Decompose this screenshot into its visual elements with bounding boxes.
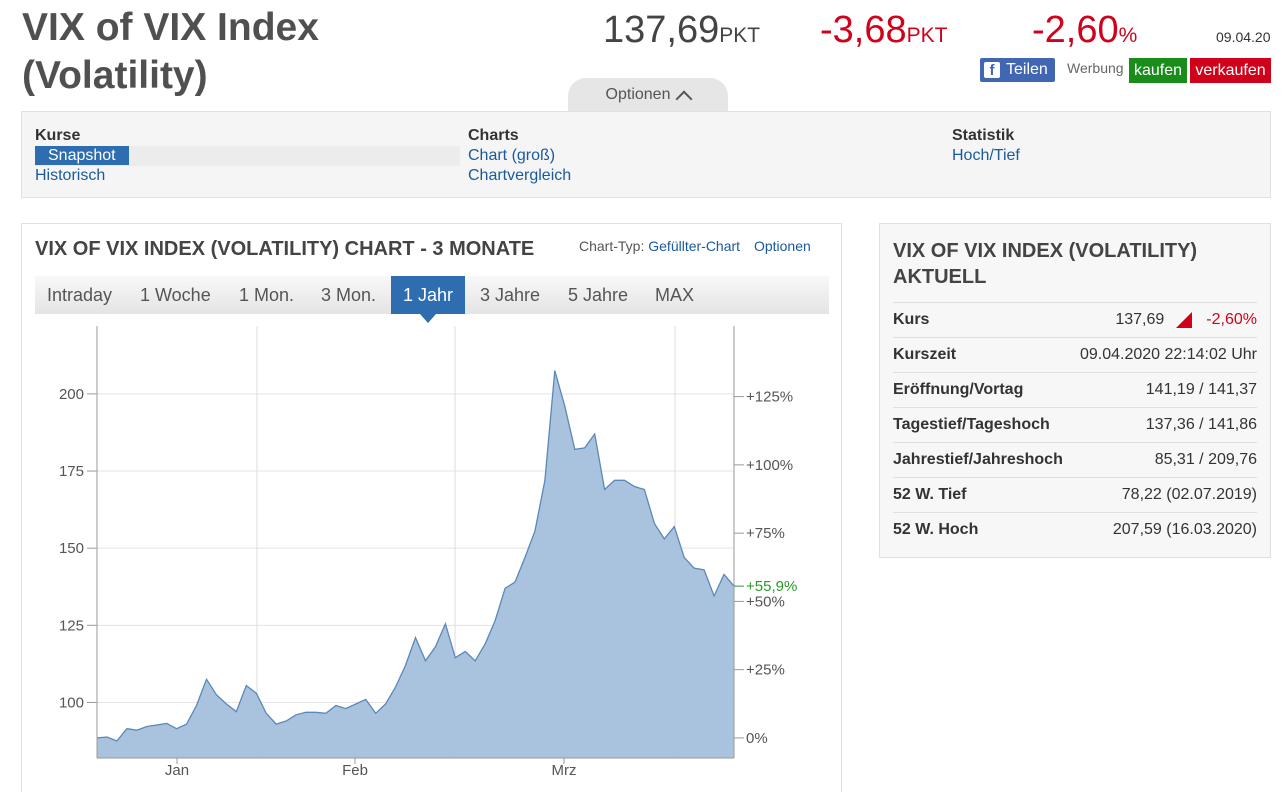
chart-options-link[interactable]: Optionen — [753, 238, 811, 254]
nav-section-kurse: Kurse Snapshot Historisch — [35, 126, 475, 186]
info-value: 78,22 (02.07.2019) — [1121, 486, 1257, 503]
y-tick-label: 200 — [59, 386, 84, 403]
info-label: Tagestief/Tageshoch — [893, 416, 1050, 433]
nav-link-chartvergleich[interactable]: Chartvergleich — [468, 167, 572, 184]
range-tab-3-jahre[interactable]: 3 Jahre — [480, 285, 541, 305]
change-absolute: -3,68PKT — [820, 10, 947, 56]
y-tick-label: 150 — [59, 540, 84, 557]
info-label: Jahrestief/Jahreshoch — [893, 451, 1063, 468]
info-row-52w-hoch: 52 W. Hoch 207,59 (16.03.2020) — [893, 512, 1257, 547]
info-row-tagestief: Tagestief/Tageshoch 137,36 / 141,86 — [893, 407, 1257, 442]
facebook-icon: f — [984, 62, 1000, 78]
x-tick-label: Mrz — [552, 762, 577, 779]
nav-link-historisch[interactable]: Historisch — [35, 167, 106, 184]
quote-date: 09.04.20 — [1216, 29, 1271, 45]
range-tab-intraday[interactable]: Intraday — [47, 285, 113, 305]
options-toggle-tab[interactable]: Optionen — [568, 78, 728, 112]
info-row-kurszeit: Kurszeit 09.04.2020 22:14:02 Uhr — [893, 337, 1257, 372]
y-tick-label: 125 — [59, 617, 84, 634]
nav-section-statistik: Statistik Hoch/Tief — [952, 126, 1020, 166]
info-label: 52 W. Tief — [893, 486, 967, 503]
x-tick-label: Jan — [165, 762, 189, 779]
price-chart[interactable]: 100 125 150 175 200 0% +25% +50% +75% +100% +125% +… — [22, 224, 843, 792]
share-label: Teilen — [1006, 61, 1048, 78]
info-row-kurs: Kurs 137,69 -2,60% — [893, 302, 1257, 337]
pct-tick-label: +50% — [746, 593, 785, 610]
range-tab-3-mon[interactable]: 3 Mon. — [321, 285, 377, 305]
info-label: Eröffnung/Vortag — [893, 381, 1024, 398]
trend-down-icon — [1176, 312, 1193, 328]
info-label: Kurszeit — [893, 346, 957, 363]
chart-title: VIX OF VIX INDEX (VOLATILITY) CHART - 3 … — [35, 238, 535, 260]
page-title: VIX of VIX Index (Volatility) — [22, 4, 319, 100]
pct-tick-label: +25% — [746, 662, 785, 679]
range-tab-1-woche[interactable]: 1 Woche — [140, 285, 211, 305]
options-nav-panel: Kurse Snapshot Historisch Charts Chart (… — [21, 111, 1271, 198]
info-row-eroeffnung: Eröffnung/Vortag 141,19 / 141,37 — [893, 372, 1257, 407]
chart-panel: VIX OF VIX INDEX (VOLATILITY) CHART - 3 … — [21, 223, 842, 792]
current-pct-label: +55,9% — [746, 578, 797, 595]
info-label: Kurs — [893, 311, 930, 328]
change-pct-unit: % — [1118, 24, 1138, 47]
range-tab-5-jahre[interactable]: 5 Jahre — [568, 285, 629, 305]
change-percent: -2,60% — [1032, 10, 1137, 56]
change-abs-value: -3,68 — [820, 9, 907, 51]
info-title: VIX OF VIX INDEX (VOLATILITY) AKTUELL — [893, 240, 1198, 288]
sell-button[interactable]: verkaufen — [1190, 58, 1271, 83]
options-tab-label: Optionen — [605, 86, 671, 103]
series-line — [96, 370, 735, 742]
nav-heading-charts: Charts — [468, 127, 519, 144]
y-tick-label: 100 — [59, 694, 84, 711]
title-line-1: VIX of VIX Index — [22, 6, 319, 49]
current-info-panel: VIX OF VIX INDEX (VOLATILITY) AKTUELL Ku… — [879, 223, 1271, 558]
nav-link-snapshot[interactable]: Snapshot — [35, 146, 129, 165]
change-pct-value: -2,60 — [1032, 9, 1119, 51]
info-value: 137,36 / 141,86 — [1145, 416, 1257, 433]
pct-tick-label: +75% — [746, 525, 785, 542]
price-value: 137,69 — [603, 9, 720, 51]
nav-heading-kurse: Kurse — [35, 127, 81, 144]
info-label: 52 W. Hoch — [893, 521, 979, 538]
info-value: 137,69 — [1115, 311, 1165, 328]
info-value: 85,31 / 209,76 — [1154, 451, 1257, 468]
x-tick-label: Feb — [342, 762, 368, 779]
nav-row-snapshot: Snapshot — [35, 146, 460, 166]
range-tab-1-mon[interactable]: 1 Mon. — [239, 285, 295, 305]
title-line-2: (Volatility) — [22, 54, 208, 97]
info-row-jahrestief: Jahrestief/Jahreshoch 85,31 / 209,76 — [893, 442, 1257, 477]
pct-tick-label: +100% — [746, 457, 793, 474]
time-range-tabs: Intraday 1 Woche 1 Mon. 3 Mon. 1 Jahr 3 … — [35, 276, 829, 323]
info-value-group: 137,69 -2,60% — [1115, 311, 1257, 329]
info-value: 207,59 (16.03.2020) — [1112, 521, 1257, 538]
range-tab-1-jahr[interactable]: 1 Jahr — [391, 276, 466, 323]
info-value: 141,19 / 141,37 — [1145, 381, 1257, 398]
chart-type-link[interactable]: Gefüllter-Chart — [648, 238, 741, 254]
range-tab-max[interactable]: MAX — [655, 285, 695, 305]
facebook-share-button[interactable]: f Teilen — [980, 58, 1055, 82]
ad-label: Werbung — [1067, 60, 1124, 76]
nav-link-hoch-tief[interactable]: Hoch/Tief — [952, 147, 1020, 164]
pct-tick-label: 0% — [746, 730, 768, 747]
change-abs-unit: PKT — [906, 24, 948, 47]
price-quote: 137,69PKT — [603, 10, 760, 56]
buy-button[interactable]: kaufen — [1129, 58, 1187, 83]
pct-tick-label: +125% — [746, 389, 793, 406]
nav-section-charts: Charts Chart (groß) Chartvergleich — [468, 126, 571, 186]
chevron-up-icon — [675, 90, 693, 108]
nav-heading-statistik: Statistik — [952, 127, 1015, 144]
chart-type-selector: Chart-Typ: Gefüllter-Chart Optionen — [579, 238, 811, 254]
y-tick-label: 175 — [59, 463, 84, 480]
nav-link-chart-gross[interactable]: Chart (groß) — [468, 147, 556, 164]
info-value: 09.04.2020 22:14:02 Uhr — [1079, 346, 1257, 363]
info-change-pct: -2,60% — [1206, 311, 1257, 328]
chart-type-label: Chart-Typ: — [579, 238, 645, 254]
info-row-52w-tief: 52 W. Tief 78,22 (02.07.2019) — [893, 477, 1257, 512]
info-table: Kurs 137,69 -2,60% Kurszeit 09.04.2020 2… — [893, 302, 1257, 547]
price-unit: PKT — [719, 24, 761, 47]
area-fill — [97, 370, 734, 758]
